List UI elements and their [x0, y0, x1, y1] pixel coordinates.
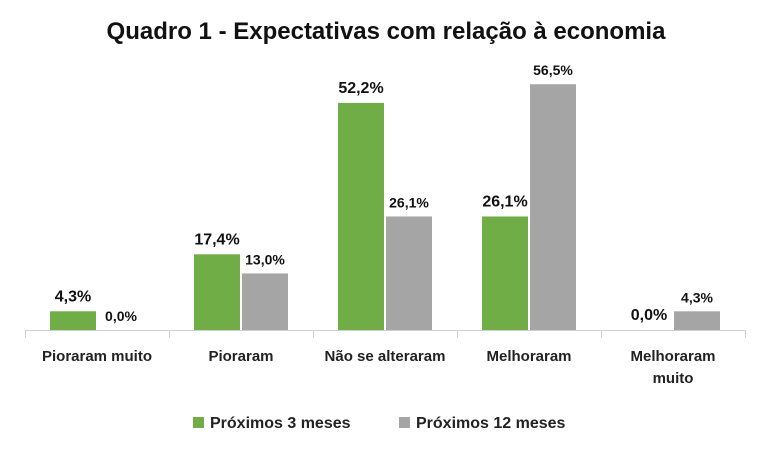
data-label: 4,3%: [55, 288, 91, 305]
x-tick-label: Não se alteraram: [325, 348, 446, 365]
legend-swatch: [399, 417, 410, 428]
bar-proximos-3-meses: [50, 311, 96, 330]
bar-proximos-3-meses: [338, 102, 384, 331]
bar-proximos-12-meses: [530, 84, 576, 330]
legend: Próximos 3 meses Próximos 12 meses: [193, 415, 566, 432]
x-tick-label: Melhoraram: [630, 348, 715, 365]
legend-label: Próximos 3 meses: [210, 415, 351, 432]
data-label: 26,1%: [389, 194, 429, 210]
data-label: 4,3%: [681, 289, 713, 305]
data-label: 0,0%: [105, 308, 137, 324]
data-label: 17,4%: [194, 231, 239, 248]
plot-area: 4,3% 0,0% Pioraram muito 17,4% 13,0% Pioraram…: [25, 62, 746, 387]
data-label: 26,1%: [482, 193, 527, 210]
legend-label: Próximos 12 meses: [416, 415, 566, 432]
data-label: 0,0%: [631, 307, 667, 324]
data-label: 52,2%: [338, 80, 383, 97]
x-tick-label: Pioraram: [208, 348, 273, 365]
bar-proximos-3-meses: [194, 254, 240, 330]
x-tick-label: Pioraram muito: [42, 348, 152, 365]
x-tick-label: Melhoraram: [486, 348, 571, 365]
bar-proximos-12-meses: [674, 311, 720, 330]
legend-swatch: [193, 417, 204, 428]
x-tick-label: muito: [653, 370, 694, 387]
data-label: 13,0%: [245, 251, 285, 267]
bar-proximos-3-meses: [482, 216, 528, 330]
bar-proximos-12-meses: [242, 273, 288, 330]
bar-proximos-12-meses: [386, 216, 432, 330]
data-label: 56,5%: [533, 62, 573, 78]
chart-title: Quadro 1 - Expectativas com relação à ec…: [107, 18, 667, 45]
